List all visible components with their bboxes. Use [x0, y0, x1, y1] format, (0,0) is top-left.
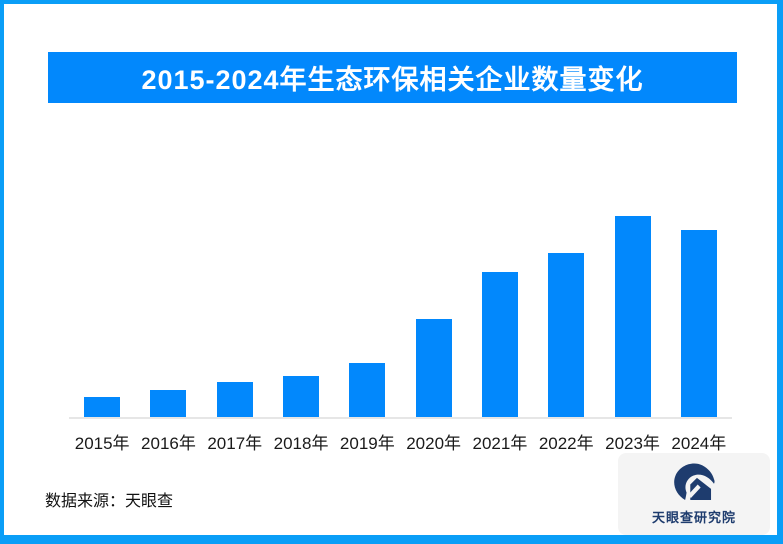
bar-column: [467, 216, 533, 417]
bar-2020年: [415, 318, 452, 417]
bar-column: [666, 216, 732, 417]
chart-title-banner: 2015-2024年生态环保相关企业数量变化: [48, 52, 737, 103]
tianyancha-logo-badge: 天眼查研究院: [618, 453, 770, 535]
bar-column: [599, 216, 665, 417]
x-axis-label: 2023年: [605, 434, 660, 453]
tianyancha-eye-icon: [674, 463, 715, 500]
data-source-note: 数据来源：天眼查: [45, 493, 174, 510]
x-axis-labels: 2015年 2016年 2017年 2018年 2019年 2020年 2021年 2022年…: [69, 429, 732, 454]
bar-2019年: [349, 362, 386, 417]
bar-2017年: [216, 382, 253, 417]
bar-2018年: [283, 376, 320, 417]
bar-column: [533, 216, 599, 417]
tianyancha-logo-text: 天眼查研究院: [651, 509, 736, 525]
bar-2015年: [84, 396, 121, 417]
bar-2024年: [680, 230, 717, 417]
bar-2022年: [548, 252, 585, 417]
x-axis-label: 2020年: [406, 434, 462, 453]
bar-column: [202, 216, 268, 417]
x-axis-label: 2015年: [74, 434, 130, 453]
x-axis-label: 2021年: [472, 434, 528, 453]
bar-2023年: [614, 216, 651, 417]
bar-column: [135, 216, 201, 417]
bar-2016年: [150, 390, 187, 417]
bar-column: [69, 216, 135, 417]
bar-column: [334, 216, 400, 417]
bar-column: [400, 216, 466, 417]
x-axis-label: 2018年: [273, 434, 329, 453]
chart-title: 2015-2024年生态环保相关企业数量变化: [141, 65, 644, 95]
bar-column: [268, 216, 334, 417]
bar-plot: [69, 216, 732, 419]
x-axis-label: 2016年: [141, 434, 196, 453]
x-axis-label: 2017年: [207, 434, 263, 453]
x-axis-label: 2024年: [671, 434, 727, 453]
bar-2021年: [481, 271, 518, 417]
x-axis-label: 2019年: [339, 434, 395, 453]
x-axis-label: 2022年: [538, 434, 594, 453]
